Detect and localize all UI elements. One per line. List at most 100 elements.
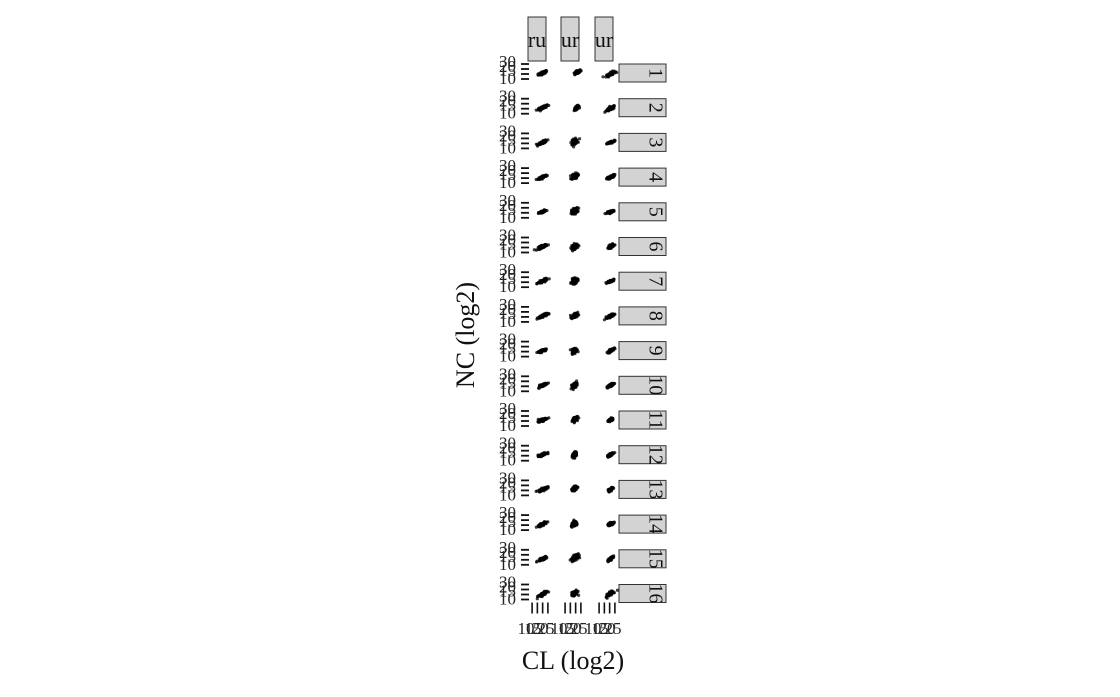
row-strip-label: 8: [645, 311, 667, 321]
y-tick-label: 30: [499, 295, 516, 314]
y-tick-label: 15: [499, 512, 516, 531]
data-point: [602, 318, 607, 322]
row-strip-label-group: 11: [645, 411, 667, 429]
row-strip-label-group: 10: [645, 375, 667, 395]
y-tick-label: 30: [499, 399, 516, 418]
y-tick-label: 30: [499, 364, 516, 383]
data-point: [607, 245, 611, 249]
data-point: [575, 69, 580, 74]
y-tick-label: 15: [499, 547, 516, 566]
y-tick-label: 15: [499, 443, 516, 462]
data-point: [574, 416, 578, 420]
data-point: [541, 106, 545, 111]
row-strip-9: [618, 341, 667, 361]
column-strip-1: [527, 16, 547, 62]
x-tick-label: 10: [551, 619, 568, 638]
row-strip-label: 3: [645, 137, 667, 147]
column-strip-2: [560, 16, 580, 62]
data-point: [568, 174, 573, 178]
data-point: [613, 70, 617, 74]
data-point: [605, 316, 609, 320]
panel-r10-c3: [605, 381, 617, 390]
panel-r9-c3: [605, 346, 617, 355]
y-tick-label: 30: [499, 121, 516, 140]
column-strip-label: ru: [528, 27, 546, 52]
row-strip-label: 1: [645, 68, 667, 78]
data-point: [547, 277, 551, 281]
data-point: [537, 106, 541, 110]
row-strip-label-group: 8: [645, 311, 667, 321]
data-point: [532, 248, 536, 252]
row-strip-label-group: 5: [645, 207, 667, 217]
data-point: [573, 174, 577, 178]
data-point: [611, 242, 615, 247]
panel-r12-c3: [605, 450, 617, 459]
panel-r16-c2: [570, 588, 581, 598]
y-tick-label: 20: [499, 404, 516, 423]
y-tick-label: 10: [499, 416, 516, 435]
data-point: [609, 487, 613, 491]
y-axis-title: NC (log2): [451, 282, 480, 388]
data-point: [572, 314, 577, 318]
row-strip-label-group: 7: [645, 276, 667, 286]
row-strip-label: 6: [645, 242, 667, 252]
y-tick-label: 30: [499, 226, 516, 245]
panel-r4-c1: [534, 173, 549, 182]
y-tick-label: 30: [499, 260, 516, 279]
x-tick-label: 20: [599, 619, 616, 638]
column-strip-3: [594, 16, 614, 62]
panel-r7-c2: [569, 276, 580, 286]
y-tick-label: 10: [499, 277, 516, 296]
data-point: [577, 137, 582, 141]
x-tick-label: 20: [565, 619, 582, 638]
y-tick-label: 20: [499, 578, 516, 597]
data-point: [574, 243, 578, 247]
row-strip-label: 10: [645, 375, 667, 395]
data-point: [576, 552, 580, 556]
data-point: [605, 211, 610, 215]
panel-r8-c3: [602, 312, 617, 322]
data-point: [572, 518, 576, 522]
data-point: [541, 592, 545, 596]
row-strip-label-group: 3: [645, 137, 667, 147]
y-tick-label: 10: [499, 555, 516, 574]
data-point: [609, 521, 614, 526]
data-point: [540, 175, 544, 179]
panel-r8-c2: [568, 310, 581, 321]
data-point: [570, 594, 574, 598]
y-tick-label: 10: [499, 243, 516, 262]
y-tick-label: 30: [499, 191, 516, 210]
y-tick-label: 30: [499, 87, 516, 106]
data-point: [540, 140, 544, 144]
data-point: [543, 347, 547, 351]
data-point: [534, 560, 539, 564]
panel-r15-c1: [534, 554, 549, 564]
data-point: [545, 451, 550, 455]
panel-r11-c2: [570, 414, 581, 425]
y-tick-label: 10: [499, 173, 516, 192]
y-tick-label: 10: [499, 312, 516, 331]
y-tick-label: 15: [499, 61, 516, 80]
panel-r11-c3: [606, 416, 615, 424]
data-point: [610, 347, 615, 351]
row-strip-12: [618, 445, 667, 465]
y-tick-label: 30: [499, 330, 516, 349]
row-strip-label: 7: [645, 276, 667, 286]
panels: [532, 68, 620, 601]
row-strip-label-group: 2: [645, 103, 667, 113]
data-point: [543, 555, 547, 559]
row-strip-label: 14: [645, 514, 667, 534]
data-point: [546, 381, 551, 385]
row-strip-4: [618, 167, 667, 187]
data-point: [603, 110, 607, 114]
panel-r3-c1: [534, 138, 550, 148]
panel-r4-c2: [568, 171, 580, 181]
y-tick-label: 20: [499, 439, 516, 458]
data-point: [544, 69, 549, 73]
data-point: [607, 73, 611, 77]
data-point: [536, 177, 540, 181]
row-strip-label-group: 16: [645, 585, 667, 603]
data-point: [608, 176, 612, 180]
panel-r14-c2: [569, 518, 579, 529]
